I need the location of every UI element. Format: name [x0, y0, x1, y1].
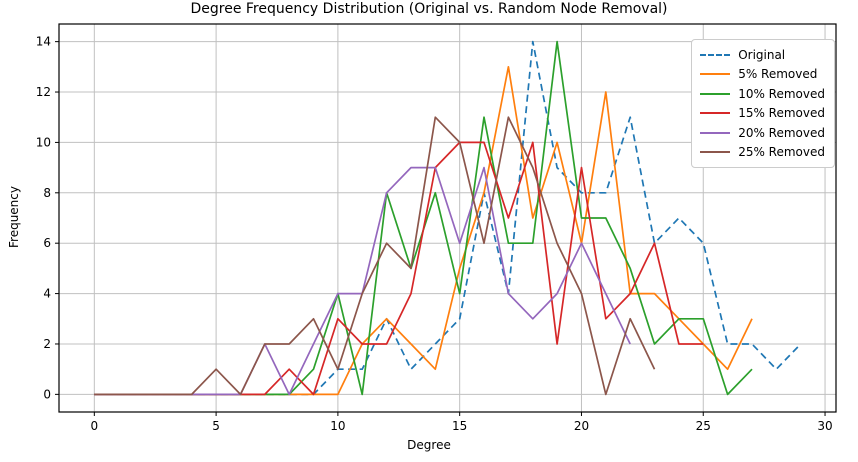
- legend-label: 10% Removed: [738, 86, 825, 101]
- legend-item-25-removed: 25% Removed: [700, 143, 825, 163]
- x-tick-label: 5: [212, 419, 220, 433]
- legend-label: 20% Removed: [738, 125, 825, 140]
- y-tick-label: 6: [43, 236, 51, 250]
- legend-label: Original: [738, 47, 786, 62]
- x-tick-label: 30: [817, 419, 832, 433]
- x-tick-label: 20: [574, 419, 589, 433]
- legend-label: 5% Removed: [738, 67, 818, 82]
- legend-label: 25% Removed: [738, 145, 825, 160]
- plot-border: [58, 23, 837, 413]
- legend: Original 5% Removed 10% Removed 15% Removed…: [691, 39, 835, 168]
- legend-line-swatch: [700, 131, 731, 134]
- y-tick-label: 2: [43, 337, 51, 351]
- x-axis-label: Degree: [407, 438, 451, 452]
- chart-title: Degree Frequency Distribution (Original …: [190, 1, 668, 17]
- y-tick-label: 0: [43, 387, 51, 401]
- x-tick-label: 10: [330, 419, 345, 433]
- legend-line-swatch: [700, 53, 731, 56]
- legend-line-swatch: [700, 112, 731, 115]
- legend-item-15-removed: 15% Removed: [700, 104, 825, 124]
- legend-item-20-removed: 20% Removed: [700, 123, 825, 143]
- legend-line-swatch: [700, 92, 731, 95]
- legend-label: 15% Removed: [738, 106, 825, 121]
- x-tick-label: 25: [696, 419, 711, 433]
- x-tick-label: 0: [90, 419, 98, 433]
- legend-line-swatch: [700, 73, 731, 76]
- series-line-25-removed: [94, 116, 656, 396]
- y-tick-label: 12: [36, 85, 51, 99]
- y-axis-label: Frequency: [7, 186, 21, 248]
- y-tick-label: 4: [43, 287, 51, 301]
- y-tick-label: 14: [36, 35, 51, 49]
- y-tick-label: 8: [43, 186, 51, 200]
- legend-item-original: Original: [700, 45, 825, 65]
- legend-item-5-removed: 5% Removed: [700, 65, 825, 85]
- x-tick-label: 15: [452, 419, 467, 433]
- legend-line-swatch: [700, 151, 731, 154]
- series-line-10-removed: [94, 40, 753, 396]
- y-tick-label: 10: [36, 135, 51, 149]
- legend-item-10-removed: 10% Removed: [700, 84, 825, 104]
